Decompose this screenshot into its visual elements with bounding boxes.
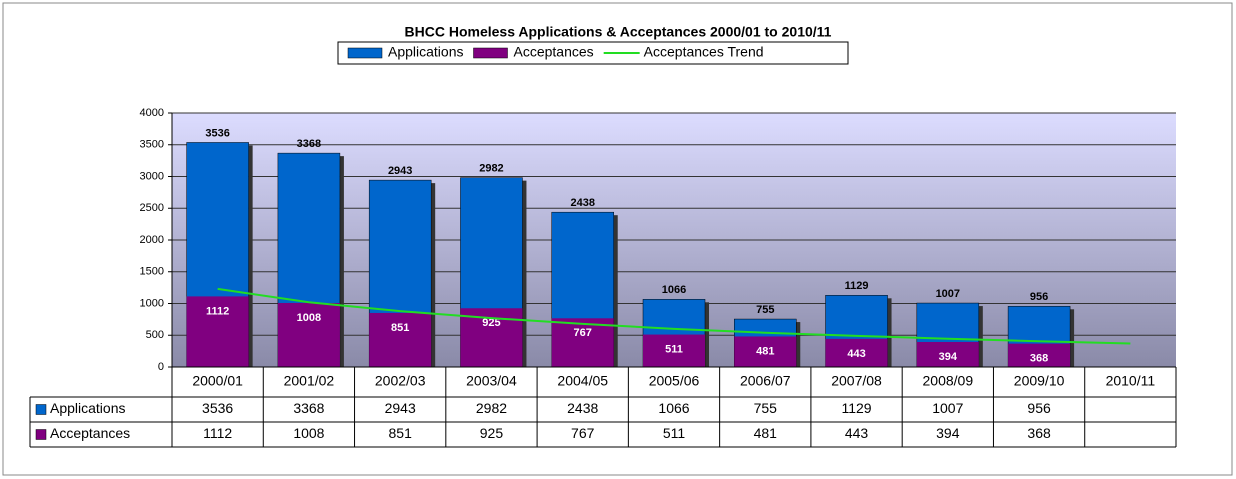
y-tick-label: 3500 <box>140 139 164 151</box>
y-tick-label: 0 <box>158 361 164 373</box>
bar <box>1008 343 1071 367</box>
table-cell: 1066 <box>658 400 689 416</box>
bar <box>916 341 979 367</box>
bar <box>825 338 888 367</box>
table-cell: 368 <box>1027 425 1051 441</box>
legend-key <box>473 47 508 59</box>
data-label: 2982 <box>479 163 503 175</box>
table-cell: 956 <box>1027 400 1051 416</box>
table-cell: 511 <box>663 425 686 441</box>
data-label: 956 <box>1030 291 1048 303</box>
table-cell: 755 <box>754 400 778 416</box>
table-row-label: Applications <box>50 400 126 416</box>
table-cell: 443 <box>845 425 869 441</box>
x-tick-label: 2003/04 <box>466 373 517 389</box>
bar-shadow <box>431 183 436 367</box>
data-label: 3368 <box>297 138 321 150</box>
x-tick-label: 2004/05 <box>557 373 608 389</box>
data-label: 1129 <box>845 280 869 292</box>
bar-shadow <box>522 180 527 367</box>
data-label: 2438 <box>570 197 594 209</box>
table-cell: 925 <box>480 425 504 441</box>
x-tick-label: 2010/11 <box>1106 373 1156 389</box>
table-cell: 3368 <box>293 400 324 416</box>
data-label: 851 <box>391 322 409 334</box>
table-cell: 767 <box>571 425 595 441</box>
table-cell: 2982 <box>476 400 507 416</box>
bar-shadow <box>978 306 983 367</box>
y-tick-label: 2000 <box>140 234 164 246</box>
chart-title: BHCC Homeless Applications & Acceptances… <box>405 24 832 40</box>
trend-line <box>217 287 1131 345</box>
bar-shadow <box>339 156 344 367</box>
data-label: 1008 <box>297 312 321 324</box>
legend <box>337 41 849 65</box>
bar-shadow <box>613 215 618 367</box>
data-label: 511 <box>665 343 683 355</box>
y-tick-label: 1500 <box>140 266 164 278</box>
legend-key <box>347 47 383 59</box>
table-cell: 1008 <box>293 425 324 441</box>
y-tick-label: 3000 <box>140 170 164 182</box>
data-label: 394 <box>939 351 958 363</box>
x-tick-label: 2006/07 <box>740 373 791 389</box>
y-tick-label: 500 <box>146 329 164 341</box>
data-label: 3536 <box>205 127 229 139</box>
legend-label: Acceptances <box>514 44 594 60</box>
table-row-label: Acceptances <box>50 425 130 441</box>
bar <box>369 312 432 367</box>
x-tick-label: 2002/03 <box>375 373 426 389</box>
table-cell: 2943 <box>385 400 416 416</box>
table-cell: 3536 <box>202 400 233 416</box>
bar-shadow <box>796 322 801 367</box>
legend-label: Applications <box>388 44 464 60</box>
data-label: 368 <box>1030 353 1048 365</box>
data-label: 767 <box>574 327 592 339</box>
bar <box>734 336 797 367</box>
x-tick-label: 2008/09 <box>923 373 974 389</box>
bar <box>551 318 614 367</box>
data-label: 925 <box>482 317 500 329</box>
data-label: 1007 <box>936 288 960 300</box>
bar-shadow <box>248 145 253 367</box>
bar-shadow <box>705 302 709 367</box>
data-label: 1112 <box>206 305 229 317</box>
data-label: 443 <box>847 348 865 360</box>
bar <box>277 302 340 367</box>
data-label: 2943 <box>388 165 412 177</box>
legend-key <box>35 404 47 415</box>
bar <box>643 334 705 367</box>
data-label: 481 <box>756 345 774 357</box>
table-cell: 2438 <box>567 400 598 416</box>
table-cell: 851 <box>389 425 413 441</box>
bar <box>186 296 249 367</box>
y-tick-label: 4000 <box>140 107 164 119</box>
y-tick-label: 2500 <box>140 202 164 214</box>
table-cell: 1112 <box>203 425 232 441</box>
legend-label: Acceptances Trend <box>644 44 764 60</box>
legend-key <box>35 429 47 440</box>
data-label: 755 <box>756 304 774 316</box>
bar-shadow <box>1070 309 1075 367</box>
table-cell: 394 <box>936 425 960 441</box>
y-tick-label: 1000 <box>140 297 164 309</box>
data-label: 1066 <box>662 284 686 296</box>
x-tick-label: 2000/01 <box>192 373 243 389</box>
bar-shadow <box>887 298 892 367</box>
x-tick-label: 2001/02 <box>284 373 335 389</box>
table-cell: 481 <box>754 425 778 441</box>
x-tick-label: 2009/10 <box>1014 373 1065 389</box>
x-tick-label: 2007/08 <box>831 373 882 389</box>
table-cell: 1007 <box>932 400 963 416</box>
x-tick-label: 2005/06 <box>649 373 700 389</box>
table-cell: 1129 <box>841 400 871 416</box>
